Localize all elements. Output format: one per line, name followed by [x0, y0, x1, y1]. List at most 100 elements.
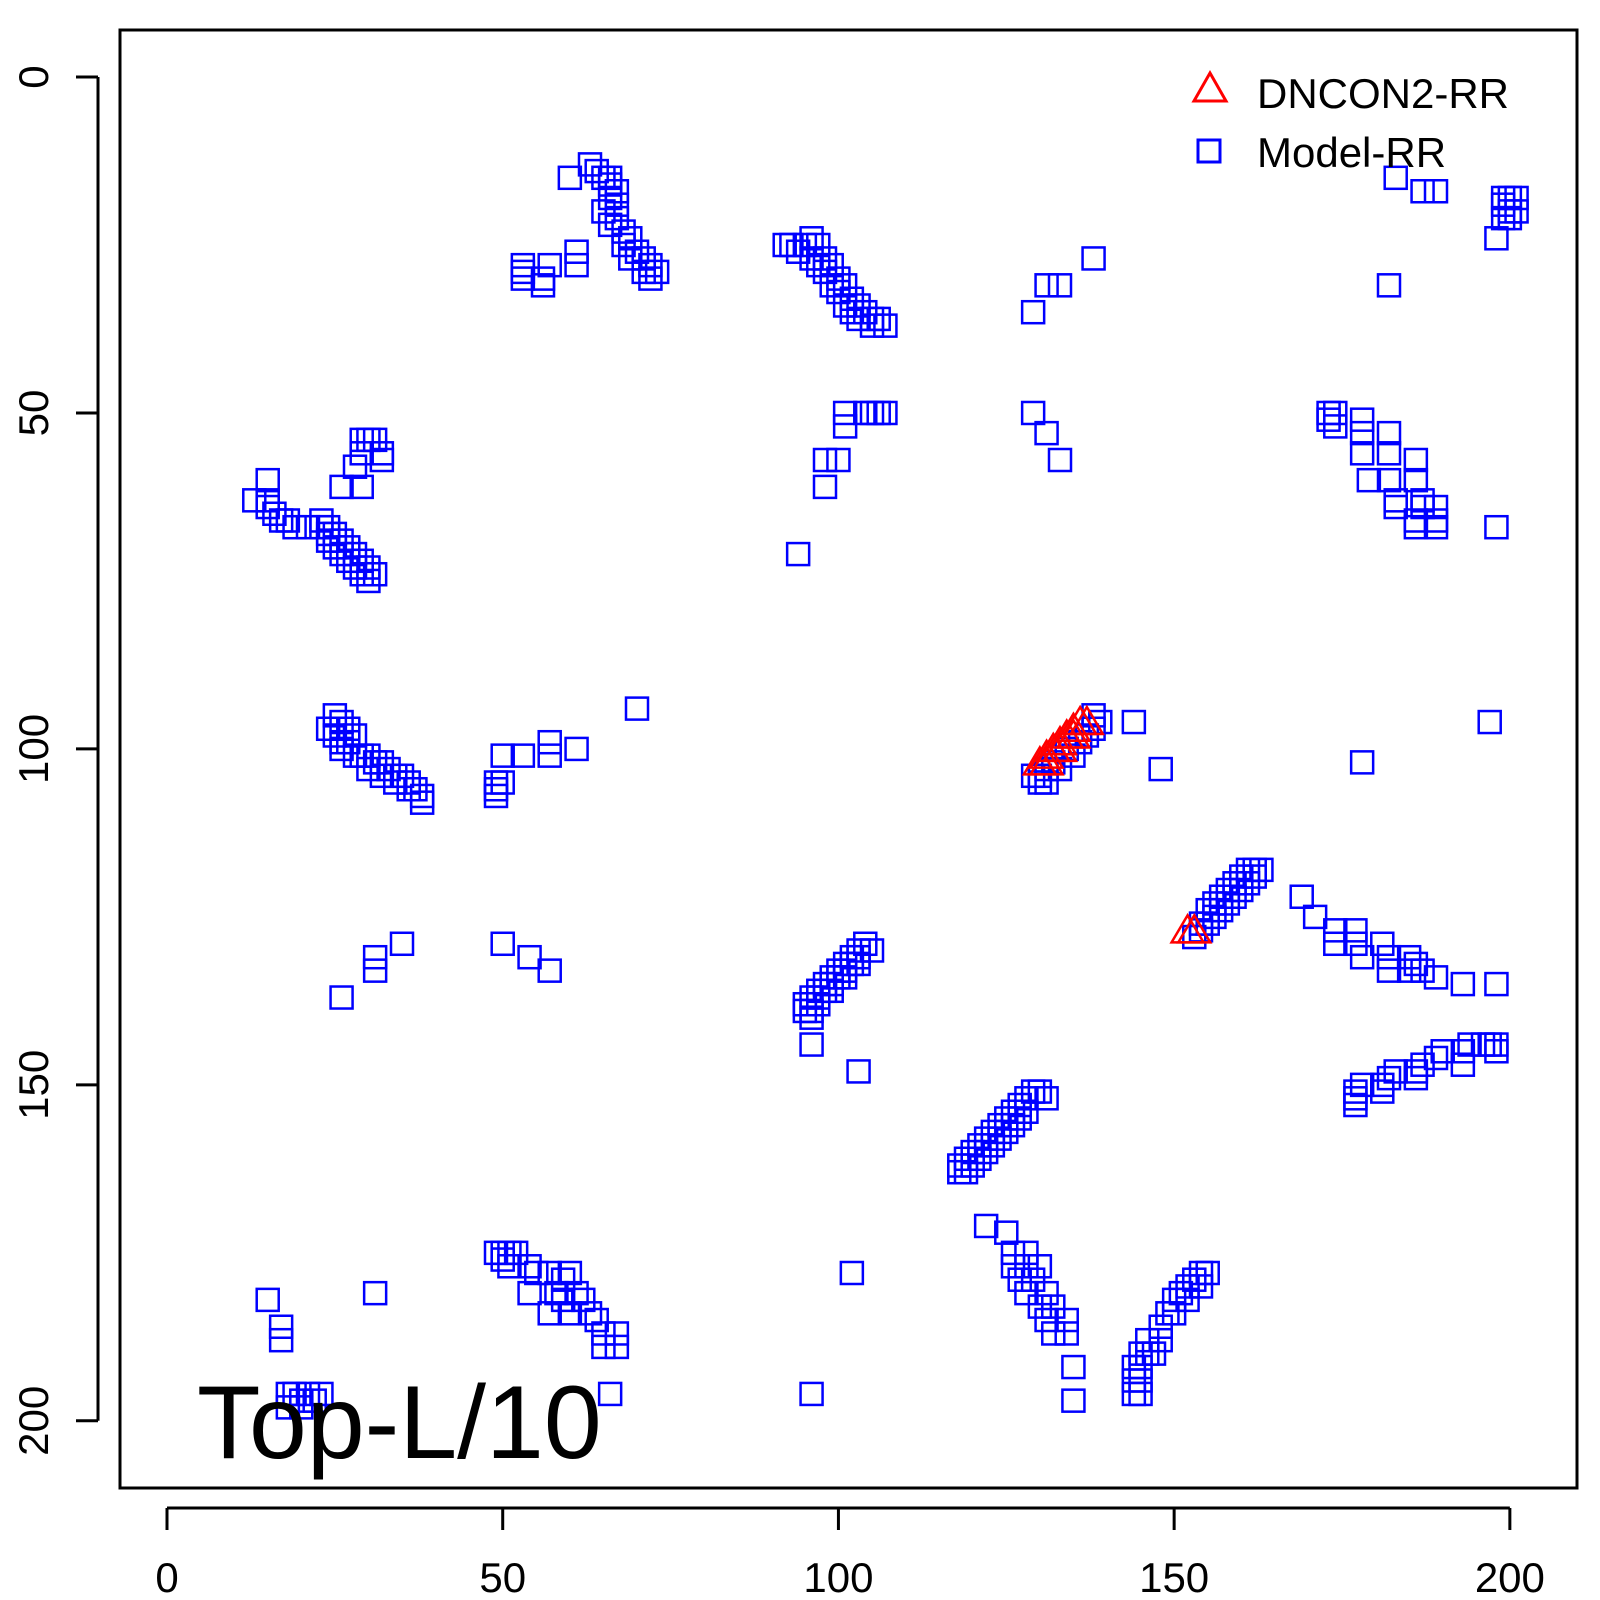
model-rr-point: [490, 1247, 515, 1272]
model-rr-point: [1403, 1065, 1429, 1091]
model-rr-point: [255, 1287, 280, 1313]
model-rr-point: [262, 501, 287, 527]
model-rr-point: [356, 743, 381, 768]
model-rr-point: [309, 1381, 334, 1407]
model-rr-point: [799, 246, 824, 271]
model-rr-point: [342, 541, 368, 567]
model-rr-point: [973, 1213, 999, 1239]
model-rr-point: [779, 232, 804, 258]
model-rr-point: [604, 1321, 630, 1346]
model-rr-point: [819, 978, 844, 1004]
model-rr-point: [832, 414, 858, 439]
model-rr-point: [604, 192, 630, 217]
model-rr-point: [1188, 1274, 1214, 1299]
model-rr-point: [597, 172, 623, 197]
model-rr-point: [1376, 467, 1402, 493]
model-rr-point: [1000, 1112, 1026, 1138]
model-rr-point: [409, 783, 435, 809]
model-rr-point: [275, 508, 301, 533]
model-rr-point: [1202, 891, 1227, 916]
model-rr-point: [839, 951, 865, 977]
model-rr-point: [624, 239, 650, 264]
model-rr-point: [1014, 1280, 1039, 1306]
model-rr-point: [638, 266, 663, 291]
x-tick-label: 0: [155, 1554, 178, 1600]
model-rr-point: [282, 514, 307, 540]
model-rr-point: [1403, 508, 1429, 533]
model-rr-point: [544, 1280, 569, 1306]
model-rr-point: [557, 165, 583, 191]
model-rr-point: [866, 306, 891, 332]
model-rr-point: [832, 273, 858, 298]
model-rr-point: [1504, 199, 1529, 224]
model-rr-point: [255, 488, 280, 513]
model-rr-point: [806, 991, 831, 1017]
model-rr-point: [1343, 931, 1368, 957]
model-rr-point: [873, 400, 898, 426]
model-rr-point: [342, 454, 368, 479]
model-rr-point: [853, 931, 878, 957]
model-rr-point: [1383, 488, 1408, 513]
model-rr-point: [557, 1301, 583, 1326]
model-rr-point: [530, 266, 556, 291]
model-rr-point: [1484, 226, 1509, 251]
model-rr-point: [1349, 750, 1375, 775]
model-rr-point: [1047, 273, 1073, 298]
model-rr-point: [369, 447, 395, 473]
model-rr-point: [1323, 400, 1348, 426]
model-rr-point: [1383, 1059, 1408, 1084]
model-rr-point: [517, 944, 542, 970]
model-rr-point: [1121, 709, 1147, 735]
model-rr-point: [812, 978, 838, 1004]
model-rr-point: [503, 1240, 529, 1266]
model-rr-point: [396, 776, 421, 802]
model-rr-point: [1477, 1032, 1502, 1057]
model-rr-point: [1135, 1341, 1160, 1366]
y-axis: 0 50 100 150 200: [10, 65, 100, 1456]
model-rr-point: [859, 938, 885, 963]
model-rr-point: [322, 723, 348, 748]
model-rr-point: [1141, 1341, 1167, 1366]
model-rr-point: [362, 1280, 388, 1306]
dncon2-rr-point: [1055, 718, 1092, 749]
model-rr-point: [846, 1059, 871, 1084]
model-rr-point: [1484, 1039, 1509, 1064]
model-rr-point: [1376, 420, 1402, 446]
model-rr-point: [799, 985, 824, 1010]
model-rr-point: [564, 239, 589, 264]
model-rr-point: [832, 293, 858, 318]
model-rr-point: [1403, 1059, 1429, 1084]
model-rr-point: [1376, 1065, 1402, 1091]
model-rr-point: [342, 723, 368, 748]
x-axis: 0 50 100 150 200: [155, 1506, 1545, 1600]
model-rr-point: [819, 971, 844, 997]
model-rr-point: [1410, 958, 1435, 983]
model-rr-point: [1014, 1254, 1039, 1279]
model-rr-point: [322, 521, 348, 547]
x-tick-label: 150: [1139, 1554, 1209, 1600]
dncon2-rr-point: [1055, 711, 1092, 743]
model-rr-point: [1121, 1354, 1147, 1380]
model-rr-point: [517, 1254, 542, 1279]
model-rr-point: [1121, 1381, 1147, 1407]
model-rr-point: [785, 541, 811, 567]
model-rr-point: [1061, 1354, 1086, 1380]
model-rr-point: [973, 1126, 999, 1151]
model-rr-point: [309, 508, 334, 533]
model-rr-point: [1477, 709, 1502, 735]
model-rr-point: [530, 273, 556, 298]
model-rr-point: [611, 219, 636, 244]
model-rr-point: [1128, 1354, 1153, 1380]
model-rr-point: [537, 729, 562, 755]
model-rr-point: [618, 226, 643, 251]
model-rr-point: [819, 252, 844, 278]
model-rr-point: [329, 709, 354, 735]
model-rr-point: [1041, 1321, 1066, 1346]
model-rr-point: [336, 535, 361, 560]
model-rr-point: [329, 729, 354, 755]
model-rr-point: [1423, 1045, 1449, 1071]
plot-marks: [242, 152, 1529, 1420]
model-rr-point: [342, 743, 368, 768]
model-rr-point: [1148, 1314, 1173, 1339]
model-rr-point: [362, 561, 388, 587]
